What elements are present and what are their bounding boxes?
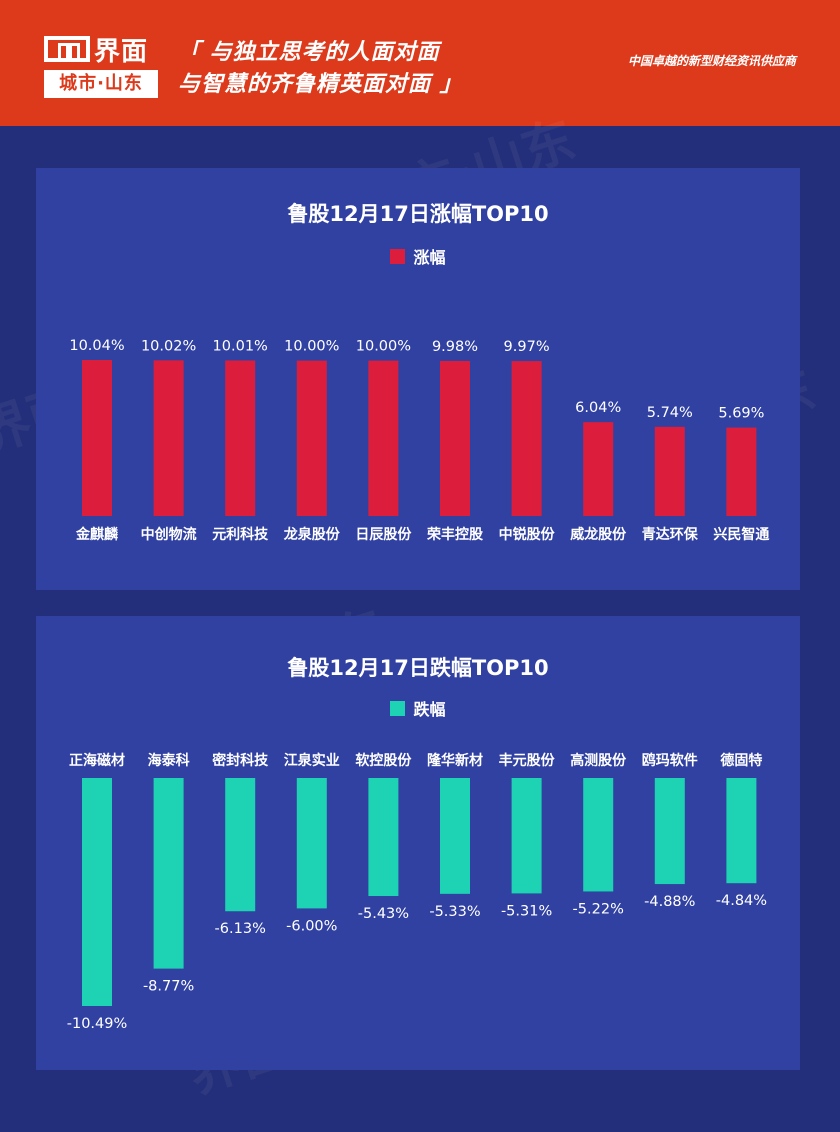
slogan-line-1: 「 与独立思考的人面对面 (178, 40, 440, 65)
losers-data-label: -6.00% (286, 918, 337, 934)
gainers-data-label: 9.98% (432, 339, 478, 355)
tagline: 中国卓越的新型财经资讯供应商 (627, 54, 796, 68)
losers-data-label: -5.33% (429, 904, 480, 920)
gainers-category-label: 中锐股份 (499, 526, 556, 543)
gainers-data-label: 10.00% (356, 339, 411, 355)
losers-legend-label: 跌幅 (413, 700, 446, 719)
losers-data-label: -5.43% (358, 906, 409, 922)
gainers-data-label: 5.74% (647, 405, 693, 421)
gainers-category-label: 荣丰控股 (426, 526, 484, 543)
losers-bar (153, 778, 184, 969)
gainers-category-label: 威龙股份 (570, 526, 627, 543)
losers-chart-title: 鲁股12月17日跌幅TOP10 (287, 656, 549, 680)
losers-bar (368, 778, 399, 897)
gainers-category-label: 日辰股份 (355, 526, 412, 543)
brand-city-badge: 城市·山东 (44, 70, 158, 98)
losers-bar (511, 778, 542, 894)
gainers-legend-swatch (390, 248, 406, 264)
gainers-category-label: 青达环保 (642, 526, 699, 543)
losers-legend: 跌幅 (36, 696, 800, 720)
slogan-line-2: 与智慧的齐鲁精英面对面 」 (178, 72, 463, 97)
gainers-data-label: 5.69% (718, 406, 764, 422)
gainers-bar (511, 361, 542, 516)
gainers-category-label: 兴民智通 (713, 526, 769, 543)
losers-bar (726, 778, 757, 884)
losers-data-label: -5.31% (501, 903, 552, 919)
losers-bar (82, 778, 112, 1006)
losers-category-label: 隆华新材 (427, 752, 483, 769)
losers-bar-chart: -10.49% 正海磁材 -8.77% 海泰科 -6.13% 密封科技 -6.00% 江泉实业… (67, 752, 767, 1032)
header-banner: 界面 城市·山东 「 与独立思考的人面对面 与智慧的齐鲁精英面对面 」 中国卓越… (0, 0, 840, 126)
losers-data-label: -4.88% (644, 894, 695, 910)
losers-bar (583, 778, 614, 892)
gainers-legend: 涨幅 (36, 244, 800, 268)
gainers-category-label: 中创物流 (141, 526, 197, 543)
losers-data-label: -5.22% (573, 901, 624, 917)
losers-data-label: -4.84% (716, 893, 767, 909)
gainers-data-label: 6.04% (575, 400, 621, 416)
gainers-bar (440, 360, 470, 516)
losers-category-label: 江泉实业 (284, 752, 340, 769)
losers-data-label: -6.13% (215, 921, 266, 937)
gainers-bar (583, 422, 614, 516)
losers-bar (654, 778, 685, 885)
gainers-bar (726, 427, 757, 516)
losers-category-label: 软控股份 (355, 752, 412, 769)
gainers-legend-label: 涨幅 (413, 248, 446, 267)
gainers-data-label: 10.02% (141, 338, 196, 354)
gainers-data-label: 10.01% (213, 338, 268, 354)
losers-bar (225, 778, 256, 912)
gainers-panel: 鲁股12月17日涨幅TOP10 涨幅 10.04% 金麒麟 10.02% 中创物流 10… (36, 168, 800, 590)
gainers-bar (368, 360, 399, 516)
gainers-bar (654, 426, 685, 516)
losers-bar (296, 778, 327, 909)
losers-bar (440, 778, 470, 894)
losers-data-label: -10.49% (67, 1016, 128, 1032)
gainers-bar (225, 360, 256, 516)
gainers-data-label: 10.04% (69, 338, 124, 354)
losers-category-label: 鸥玛软件 (642, 752, 698, 769)
brand-name: 界面 (94, 36, 149, 67)
gainers-bar-chart: 10.04% 金麒麟 10.02% 中创物流 10.01% 元利科技 10.00% 龙泉股份 1… (69, 338, 769, 543)
gainers-bar (296, 360, 327, 516)
gainers-data-label: 10.00% (284, 339, 339, 355)
losers-category-label: 丰元股份 (499, 752, 556, 769)
gainers-category-label: 金麒麟 (75, 526, 119, 543)
losers-category-label: 海泰科 (148, 752, 190, 769)
gainers-category-label: 龙泉股份 (283, 526, 341, 543)
logo-icon (44, 36, 90, 62)
losers-category-label: 德固特 (720, 752, 762, 769)
losers-data-label: -8.77% (143, 979, 194, 995)
gainers-data-label: 9.97% (504, 339, 550, 355)
losers-panel: 鲁股12月17日跌幅TOP10 跌幅 -10.49% 正海磁材 -8.77% 海泰科 -… (36, 616, 800, 1070)
gainers-bar (153, 360, 184, 516)
gainers-bar (82, 360, 112, 516)
gainers-chart-title: 鲁股12月17日涨幅TOP10 (287, 202, 549, 226)
losers-legend-swatch (390, 700, 406, 716)
losers-category-label: 高测股份 (570, 752, 627, 769)
losers-category-label: 密封科技 (211, 752, 269, 769)
gainers-category-label: 元利科技 (212, 526, 269, 543)
brand-logo[interactable]: 界面 (44, 32, 149, 67)
losers-category-label: 正海磁材 (69, 752, 125, 769)
